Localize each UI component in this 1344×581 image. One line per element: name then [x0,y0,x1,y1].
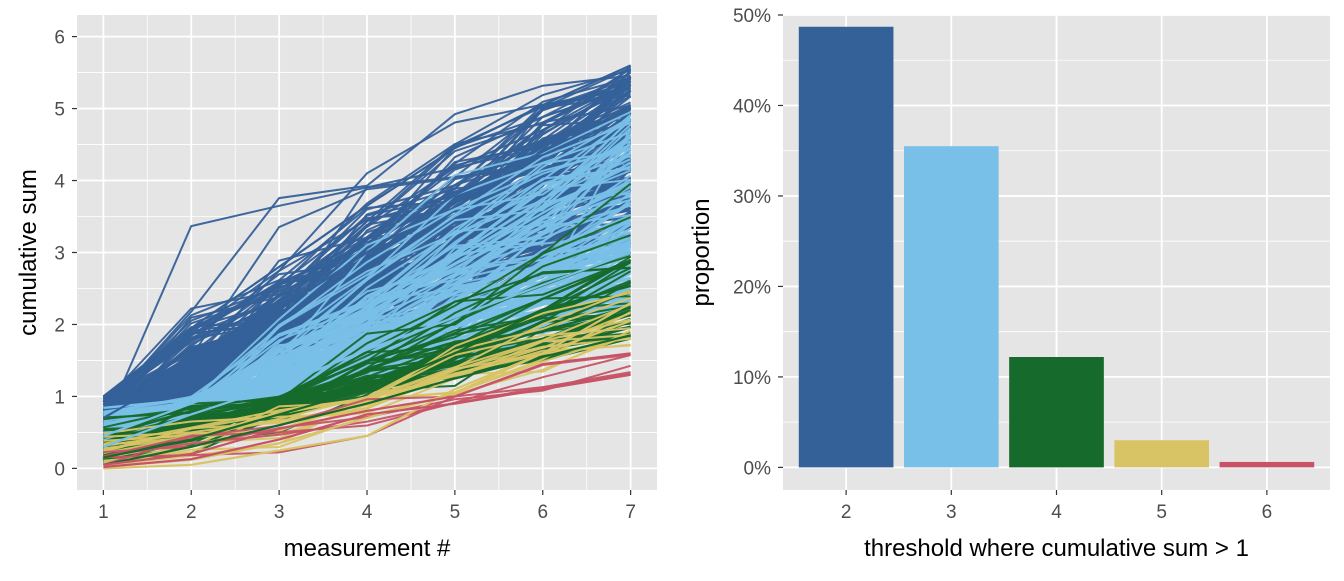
left-y-axis-title: cumulative sum [15,169,42,336]
series-line-threshold-5 [103,319,631,470]
series-line-threshold-2 [102,156,632,431]
left-x-tick-label: 2 [186,502,197,523]
left-y-tick-label: 3 [54,244,65,265]
right-y-tick-label: 0% [744,458,772,479]
right-x-tick-label: 6 [1262,502,1273,523]
series-line-threshold-5 [103,329,632,438]
right-y-tick-label: 40% [733,96,771,117]
series-line-threshold-2 [102,81,632,423]
left-x-tick-label: 1 [98,502,109,523]
cumulative-sum-line-chart: 0 1 2 3 4 5 6 1 2 3 4 5 6 7 measurement # cumulative su… [15,15,657,562]
bar-threshold-2 [798,26,894,468]
series-line-threshold-2 [102,107,632,419]
left-x-tick-label: 7 [625,502,636,523]
right-y-tick-label: 50% [733,6,771,27]
left-y-tick-label: 0 [54,459,65,480]
right-x-tick-label: 5 [1156,502,1167,523]
right-y-axis-title: proportion [688,198,715,306]
left-y-tick-label: 6 [54,28,65,49]
series-line-threshold-3 [103,251,631,448]
series-line-threshold-6 [103,373,631,469]
left-x-tick-label: 5 [450,502,461,523]
left-x-tick-label: 4 [362,502,373,523]
right-x-tick-label: 4 [1051,502,1062,523]
series-line-threshold-4 [103,254,631,421]
left-y-tick-label: 2 [54,315,65,336]
series-line-threshold-2 [102,77,632,402]
left-y-tick-label: 5 [54,100,65,121]
series-line-threshold-6 [103,352,631,466]
bar-threshold-3 [903,146,999,468]
left-x-tick-label: 6 [537,502,548,523]
series-line-threshold-2 [102,80,632,407]
bar-threshold-5 [1114,440,1210,468]
series-line-threshold-2 [102,64,632,398]
series-line-threshold-4 [102,266,631,460]
right-x-axis-title: threshold where cumulative sum > 1 [864,535,1249,562]
left-y-tick-label: 1 [54,387,65,408]
right-x-tick-label: 3 [946,502,957,523]
series-line-threshold-4 [103,266,631,454]
series-line-threshold-4 [103,258,632,459]
right-y-tick-label: 20% [733,277,771,298]
left-series-lines [102,64,632,470]
right-y-tick-label: 10% [733,368,771,389]
series-line-threshold-5 [103,333,631,467]
right-y-tick-label: 30% [733,187,771,208]
bar-threshold-6 [1219,461,1315,468]
series-line-threshold-3 [103,135,632,409]
series-line-threshold-3 [103,161,632,438]
series-line-threshold-6 [103,372,631,466]
right-x-tick-label: 2 [841,502,852,523]
left-x-tick-label: 3 [274,502,285,523]
left-y-tick-label: 4 [54,172,65,193]
series-line-threshold-6 [103,354,631,458]
threshold-proportion-bar-chart: 0% 10% 20% 30% 40% 50% 2 3 4 5 6 threshold where cu… [688,6,1330,562]
series-line-threshold-4 [103,334,631,466]
left-x-axis-title: measurement # [284,535,451,562]
bar-threshold-4 [1009,357,1104,468]
series-line-threshold-2 [102,74,631,411]
